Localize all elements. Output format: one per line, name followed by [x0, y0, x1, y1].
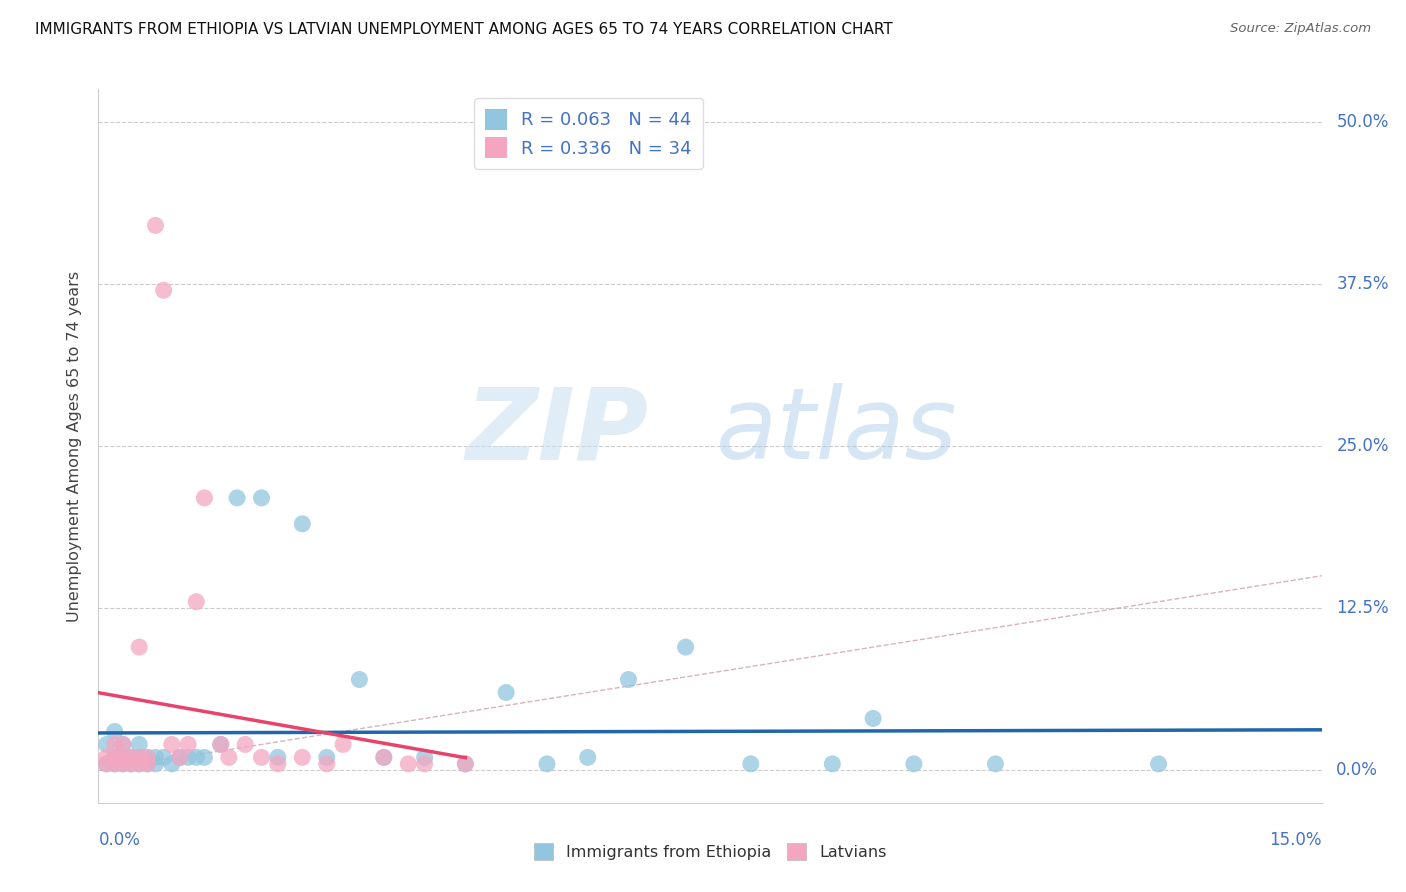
Point [984, 756, 1007, 771]
Point [454, 756, 477, 771]
Point [128, 640, 150, 654]
Point [111, 750, 134, 764]
Text: 0.0%: 0.0% [1336, 762, 1378, 780]
Point [104, 750, 127, 764]
Point [675, 640, 697, 654]
Point [332, 738, 354, 752]
Text: 15.0%: 15.0% [1270, 831, 1322, 849]
Point [145, 756, 167, 771]
Point [903, 756, 925, 771]
Point [193, 491, 215, 505]
Text: ZIP: ZIP [465, 384, 648, 480]
Point [160, 738, 183, 752]
Point [120, 750, 142, 764]
Point [111, 750, 134, 764]
Point [104, 756, 127, 771]
Point [169, 750, 191, 764]
Text: Source: ZipAtlas.com: Source: ZipAtlas.com [1230, 22, 1371, 36]
Point [111, 738, 134, 752]
Point [454, 756, 477, 771]
Point [128, 756, 150, 771]
Point [267, 756, 290, 771]
Point [111, 756, 134, 771]
Point [250, 491, 273, 505]
Text: 25.0%: 25.0% [1336, 437, 1389, 455]
Text: atlas: atlas [716, 384, 957, 480]
Text: 0.0%: 0.0% [98, 831, 141, 849]
Point [152, 750, 174, 764]
Legend: Immigrants from Ethiopia, Latvians: Immigrants from Ethiopia, Latvians [527, 837, 893, 866]
Point [267, 750, 290, 764]
Point [193, 750, 215, 764]
Point [111, 738, 134, 752]
Point [373, 750, 395, 764]
Point [226, 491, 249, 505]
Point [96, 756, 118, 771]
Point [413, 750, 436, 764]
Point [373, 750, 395, 764]
Point [177, 738, 200, 752]
Point [209, 738, 232, 752]
Point [862, 711, 884, 725]
Point [740, 756, 762, 771]
Y-axis label: Unemployment Among Ages 65 to 74 years: Unemployment Among Ages 65 to 74 years [67, 270, 83, 622]
Text: 12.5%: 12.5% [1336, 599, 1389, 617]
Point [128, 750, 150, 764]
Point [495, 685, 517, 699]
Point [145, 219, 167, 233]
Point [96, 738, 118, 752]
Point [104, 750, 127, 764]
Point [111, 756, 134, 771]
Text: 37.5%: 37.5% [1336, 275, 1389, 293]
Point [136, 756, 159, 771]
Point [413, 756, 436, 771]
Point [218, 750, 240, 764]
Point [291, 750, 314, 764]
Point [128, 750, 150, 764]
Point [291, 516, 314, 531]
Point [169, 750, 191, 764]
Point [96, 756, 118, 771]
Text: 50.0%: 50.0% [1336, 112, 1389, 130]
Point [104, 724, 127, 739]
Point [104, 756, 127, 771]
Point [152, 283, 174, 297]
Point [120, 756, 142, 771]
Point [128, 738, 150, 752]
Text: IMMIGRANTS FROM ETHIOPIA VS LATVIAN UNEMPLOYMENT AMONG AGES 65 TO 74 YEARS CORRE: IMMIGRANTS FROM ETHIOPIA VS LATVIAN UNEM… [35, 22, 893, 37]
Point [821, 756, 844, 771]
Point [177, 750, 200, 764]
Point [145, 750, 167, 764]
Point [128, 756, 150, 771]
Point [315, 750, 337, 764]
Point [96, 750, 118, 764]
Point [104, 738, 127, 752]
Point [120, 750, 142, 764]
Point [120, 756, 142, 771]
Point [186, 595, 208, 609]
Point [315, 756, 337, 771]
Point [186, 750, 208, 764]
Point [536, 756, 558, 771]
Point [349, 673, 371, 687]
Point [576, 750, 599, 764]
Point [617, 673, 640, 687]
Point [160, 756, 183, 771]
Point [136, 756, 159, 771]
Point [396, 756, 419, 771]
Point [1147, 756, 1170, 771]
Point [136, 750, 159, 764]
Point [209, 738, 232, 752]
Point [136, 750, 159, 764]
Point [233, 738, 256, 752]
Point [250, 750, 273, 764]
